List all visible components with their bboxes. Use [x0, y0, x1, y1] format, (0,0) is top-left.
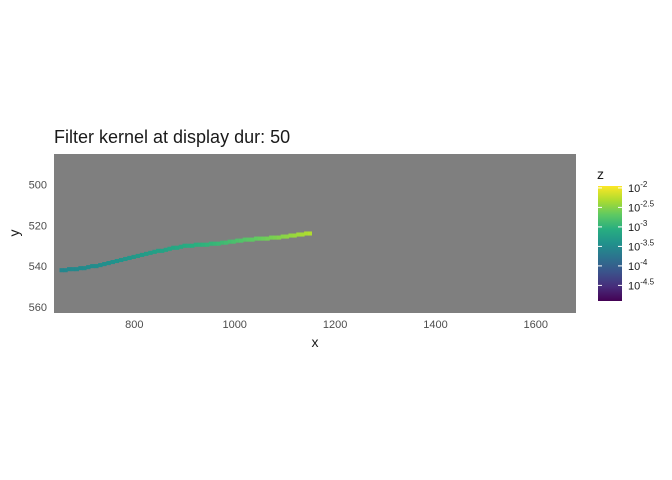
heatmap-cell [276, 235, 282, 240]
heatmap-cell [242, 237, 248, 242]
heatmap-cell [178, 244, 184, 249]
heatmap-cell [139, 252, 145, 257]
heatmap-cell [197, 242, 202, 247]
heatmap-cell [159, 248, 165, 253]
heatmap-cell [171, 245, 176, 250]
heatmap-cell [78, 266, 83, 271]
y-tick-label: 540 [29, 261, 47, 273]
heatmap-cell [174, 245, 180, 250]
heatmap-cell [261, 236, 266, 241]
heatmap-cell [250, 237, 255, 242]
y-axis-title: y [6, 230, 22, 237]
heatmap-cell [102, 262, 107, 267]
heatmap-cell [127, 255, 132, 260]
heatmap-cell [227, 239, 233, 244]
heatmap-cell [304, 231, 309, 236]
x-tick-label: 1200 [323, 319, 347, 331]
heatmap-cell [254, 236, 259, 241]
heatmap-cell [94, 264, 99, 269]
y-axis: 500 520 540 560 [29, 180, 47, 314]
colorbar-tick-label: 10-3 [628, 219, 648, 234]
y-tick-label: 500 [29, 180, 47, 192]
colorbar [598, 186, 622, 301]
heatmap-cell [272, 235, 278, 240]
heatmap-cell [152, 249, 157, 254]
heatmap-cell [238, 238, 244, 243]
heatmap-cell [70, 267, 76, 272]
heatmap-cell [190, 243, 195, 248]
heatmap-cell [118, 257, 124, 263]
heatmap-cell [216, 241, 221, 246]
heatmap-cell [212, 241, 218, 246]
heatmap-cell [156, 248, 161, 253]
heatmap-cell [98, 263, 103, 268]
heatmap-cell [114, 258, 120, 264]
heatmap-cell [82, 266, 87, 271]
heatmap-cell [208, 241, 214, 246]
colorbar-tick-label: 10-4 [628, 258, 648, 273]
x-tick-label: 1000 [222, 319, 246, 331]
heatmap-cell [257, 236, 263, 241]
x-tick-label: 1600 [524, 319, 548, 331]
heatmap-cell [265, 236, 270, 241]
plot-panel [54, 154, 576, 313]
y-tick-label: 520 [29, 220, 47, 232]
heatmap-cell [131, 254, 136, 259]
heatmap-cell [300, 232, 305, 237]
heatmap-cell [106, 261, 111, 266]
legend-title: z [597, 166, 604, 182]
heatmap-cell [284, 234, 289, 239]
heatmap-cell [110, 260, 115, 265]
heatmap-cell [193, 242, 199, 247]
heatmap-cell [59, 268, 64, 273]
heatmap-cell [67, 267, 72, 272]
heatmap-cell [231, 239, 236, 244]
heatmap-cell [201, 242, 206, 247]
heatmap-cells [59, 231, 312, 273]
x-tick-label: 1400 [423, 319, 447, 331]
colorbar-tick-label: 10-3.5 [628, 238, 655, 253]
heatmap-cell [163, 247, 169, 252]
colorbar-tick-label: 10-2.5 [628, 199, 655, 214]
x-tick-label: 800 [125, 319, 143, 331]
colorbar-tick-label: 10-2 [628, 180, 648, 195]
heatmap-cell [148, 250, 153, 255]
heatmap-cell [182, 243, 187, 248]
heatmap-cell [269, 235, 274, 240]
heatmap-cell [205, 242, 210, 247]
y-tick-label: 560 [29, 302, 47, 314]
heatmap-cell [90, 264, 95, 269]
heatmap-cell [135, 253, 141, 258]
colorbar-legend: z 10-2 10-2.5 10-3 10-3.5 10-4 10-4.5 [597, 166, 655, 301]
heatmap-cell [235, 238, 240, 243]
heatmap-cell [123, 256, 128, 262]
colorbar-ticks: 10-2 10-2.5 10-3 10-3.5 10-4 10-4.5 [598, 180, 655, 292]
heatmap-cell [186, 243, 191, 248]
heatmap-cell [86, 265, 91, 270]
heatmap-cell [144, 251, 149, 256]
chart-title: Filter kernel at display dur: 50 [54, 127, 290, 147]
heatmap-cell [292, 233, 297, 238]
heatmap-cell [220, 240, 225, 245]
heatmap-cell [280, 234, 286, 239]
heatmap-cell [74, 267, 79, 272]
heatmap-cell [63, 268, 68, 273]
heatmap-cell [223, 240, 229, 245]
heatmap-cell [296, 232, 301, 237]
x-axis: 800 1000 1200 1400 1600 [125, 319, 548, 331]
heatmap-cell [307, 231, 312, 236]
heatmap-cell [288, 233, 293, 238]
colorbar-tick-label: 10-4.5 [628, 277, 655, 292]
heatmap-cell [246, 237, 251, 242]
heatmap-cell [167, 246, 172, 251]
x-axis-title: x [312, 334, 319, 350]
